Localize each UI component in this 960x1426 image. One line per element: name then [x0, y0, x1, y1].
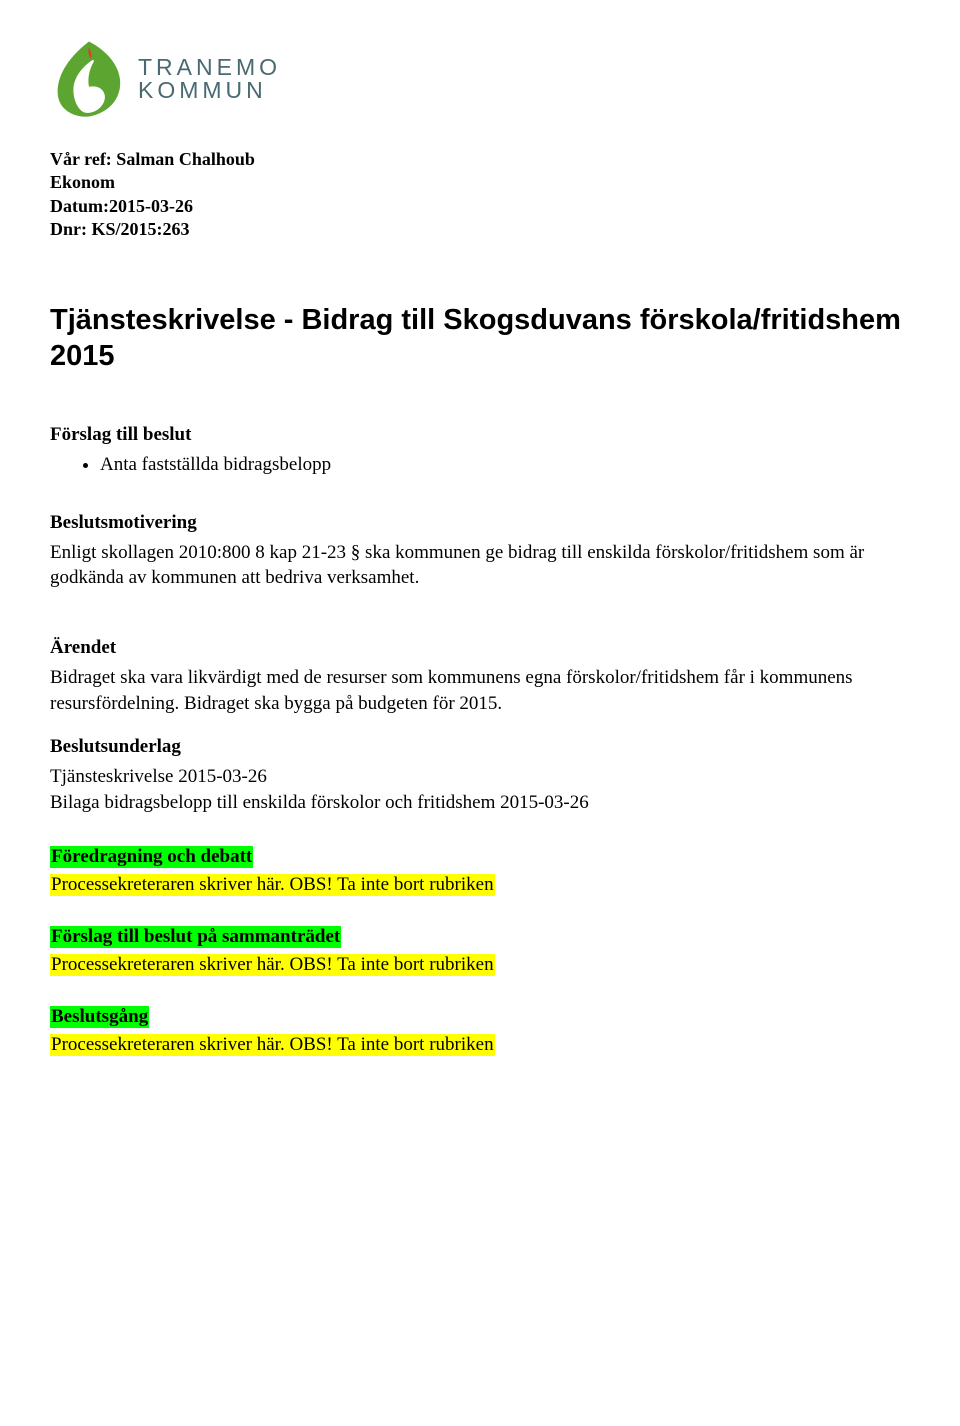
- section-motivering: Beslutsmotivering Enligt skollagen 2010:…: [50, 512, 910, 591]
- ref-line: Vår ref: Salman Chalhoub: [50, 148, 910, 171]
- highlight-text: Processekreteraren skriver här. OBS! Ta …: [50, 954, 495, 976]
- section-heading: Beslutsunderlag: [50, 736, 910, 758]
- list-item: Anta fastställda bidragsbelopp: [100, 452, 910, 478]
- ref-line: Ekonom: [50, 171, 910, 194]
- document-title: Tjänsteskrivelse - Bidrag till Skogsduva…: [50, 302, 910, 375]
- bullet-list: Anta fastställda bidragsbelopp: [100, 452, 910, 478]
- reference-block: Vår ref: Salman Chalhoub Ekonom Datum:20…: [50, 148, 910, 242]
- logo-text: TRANEMO KOMMUN: [138, 56, 281, 102]
- section-heading: Ärendet: [50, 637, 910, 659]
- section-heading: Förslag till beslut: [50, 424, 910, 446]
- logo-text-line2: KOMMUN: [138, 79, 281, 102]
- section-underlag: Beslutsunderlag Tjänsteskrivelse 2015-03…: [50, 736, 910, 815]
- logo-text-line1: TRANEMO: [138, 56, 281, 79]
- highlight-text: Processekreteraren skriver här. OBS! Ta …: [50, 1034, 495, 1056]
- paragraph: Bidraget ska vara likvärdigt med de resu…: [50, 665, 910, 716]
- paragraph: Bilaga bidragsbelopp till enskilda försk…: [50, 790, 910, 816]
- ref-line: Dnr: KS/2015:263: [50, 218, 910, 241]
- highlight-text: Processekreteraren skriver här. OBS! Ta …: [50, 874, 495, 896]
- section-arendet: Ärendet Bidraget ska vara likvärdigt med…: [50, 637, 910, 716]
- logo-icon: [50, 40, 128, 118]
- highlight-heading: Beslutsgång: [50, 1006, 149, 1028]
- highlight-block-1: Föredragning och debatt Processekreterar…: [50, 846, 910, 896]
- paragraph: Enligt skollagen 2010:800 8 kap 21-23 § …: [50, 540, 910, 591]
- paragraph: Tjänsteskrivelse 2015-03-26: [50, 764, 910, 790]
- highlight-heading: Föredragning och debatt: [50, 846, 253, 868]
- page: TRANEMO KOMMUN Vår ref: Salman Chalhoub …: [0, 0, 960, 1096]
- logo-area: TRANEMO KOMMUN: [50, 40, 910, 118]
- section-heading: Beslutsmotivering: [50, 512, 910, 534]
- highlight-block-3: Beslutsgång Processekreteraren skriver h…: [50, 1006, 910, 1056]
- section-forslag: Förslag till beslut Anta fastställda bid…: [50, 424, 910, 478]
- highlight-block-2: Förslag till beslut på sammanträdet Proc…: [50, 926, 910, 976]
- highlight-heading: Förslag till beslut på sammanträdet: [50, 926, 341, 948]
- ref-line: Datum:2015-03-26: [50, 195, 910, 218]
